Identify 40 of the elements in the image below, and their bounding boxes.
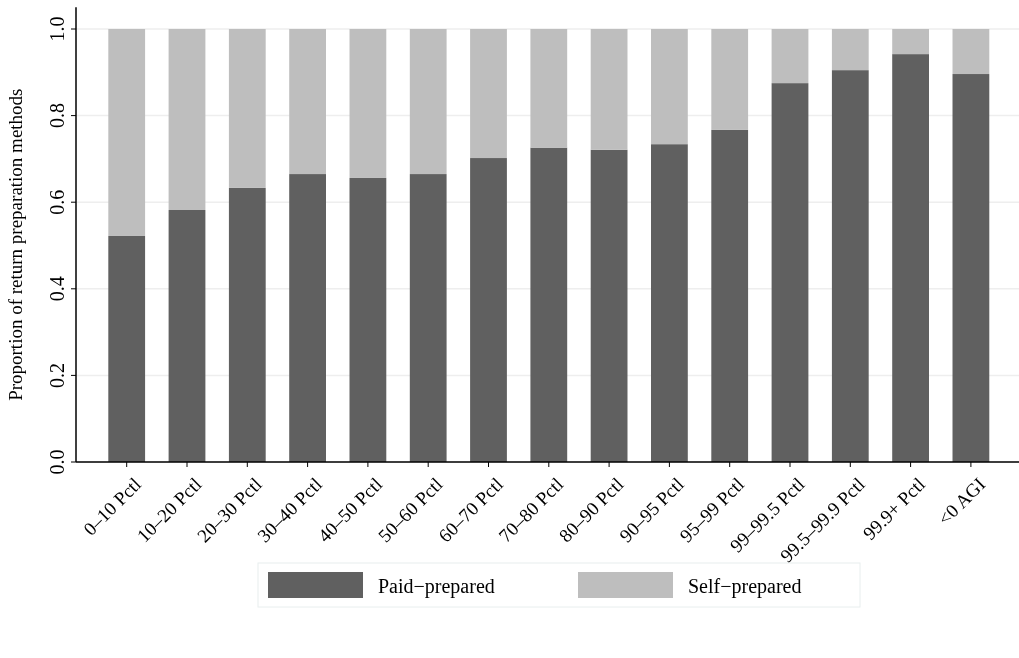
bar <box>228 29 266 188</box>
bar <box>108 29 146 236</box>
y-tick-label: 0.6 <box>46 189 68 215</box>
bar <box>470 29 507 159</box>
bar <box>590 149 628 462</box>
bar <box>349 29 387 178</box>
bar <box>108 235 146 462</box>
bar <box>409 29 447 175</box>
y-tick-label: 0.2 <box>46 362 68 388</box>
bar <box>651 144 688 462</box>
bar <box>168 29 206 210</box>
legend-label: Paid−prepared <box>378 575 495 598</box>
y-tick-label: 0.8 <box>46 103 68 129</box>
bar <box>771 83 809 462</box>
legend-label: Self−prepared <box>688 575 802 598</box>
bar <box>168 209 206 462</box>
y-tick-label: 0.0 <box>46 449 68 475</box>
bar <box>831 29 869 71</box>
bar <box>289 174 326 462</box>
bar <box>831 70 869 462</box>
bar <box>349 177 387 462</box>
bar <box>228 187 266 462</box>
bar <box>892 29 929 55</box>
x-tick-label: <0 AGI <box>933 473 990 530</box>
bar <box>530 29 568 148</box>
bar <box>651 29 688 145</box>
y-tick-label: 0.4 <box>46 276 68 302</box>
bar <box>470 158 507 462</box>
bar <box>289 29 326 175</box>
bar <box>530 147 568 462</box>
y-axis-title: Proportion of return preparation methods <box>5 88 26 401</box>
bar <box>409 174 447 462</box>
bar <box>892 54 929 462</box>
bar <box>590 29 628 150</box>
bar <box>711 29 749 130</box>
y-tick-label: 1.0 <box>46 16 68 42</box>
bar <box>711 129 749 462</box>
bar <box>952 74 990 462</box>
bar <box>952 29 990 75</box>
bar <box>771 29 809 84</box>
